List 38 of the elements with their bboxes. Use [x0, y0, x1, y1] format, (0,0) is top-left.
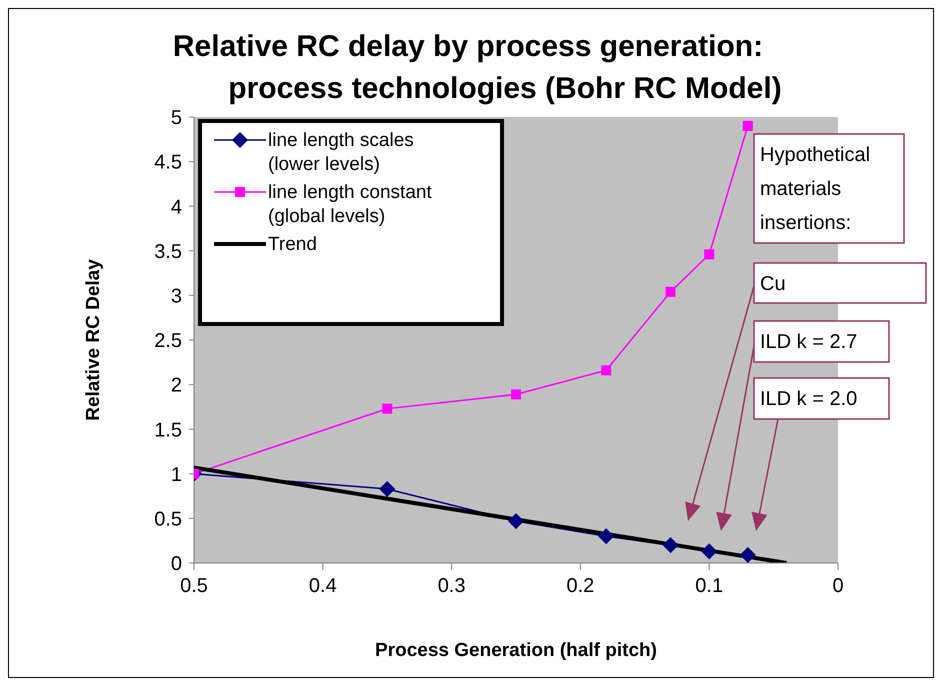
annotation: ILD k = 2.7 — [760, 331, 858, 353]
x-tick-label: 0.1 — [695, 575, 724, 598]
legend-label: line length constant (global levels) — [268, 181, 432, 229]
point — [662, 537, 679, 554]
y-tick-label: 4 — [170, 196, 182, 218]
point — [598, 528, 614, 544]
annotation: Cu — [760, 273, 786, 295]
y-tick-label: 1 — [170, 464, 182, 486]
point — [508, 513, 524, 530]
point — [511, 389, 521, 400]
y-tick-label: 5 — [170, 107, 182, 130]
annotation: Hypothetical materials insertions: — [760, 144, 870, 234]
y-tick-label: 2 — [170, 374, 182, 397]
point — [601, 365, 612, 376]
x-tick-label: 0.4 — [308, 575, 337, 598]
legend-label: line length scales (lower levels) — [268, 129, 414, 177]
y-axis-title: Relative RC Delay — [83, 258, 104, 421]
annotation: ILD k = 2.0 — [760, 388, 858, 410]
y-tick-label: 0 — [170, 553, 182, 576]
point — [742, 120, 753, 131]
point — [379, 480, 396, 497]
y-tick-label: 4.5 — [154, 152, 182, 174]
point — [382, 404, 392, 414]
y-tick-label: 3.5 — [154, 240, 182, 263]
y-tick-label: 0.5 — [154, 508, 182, 530]
x-axis-title: Process Generation (half pitch) — [375, 640, 657, 661]
point — [740, 546, 756, 563]
y-tick-label: 1.5 — [154, 419, 182, 442]
chart-title: Relative RC delay by process generation: process technologies (Bohr RC Model) — [172, 30, 782, 105]
point — [666, 286, 676, 297]
x-tick-label: 0.3 — [438, 575, 466, 598]
point — [701, 543, 718, 560]
point — [704, 249, 714, 260]
y-tick-label: 3 — [170, 286, 182, 308]
y-tick-label: 2.5 — [154, 330, 182, 352]
legend-label: Trend — [268, 233, 317, 257]
x-tick-label: 0 — [832, 575, 844, 598]
x-tick-label: 0.2 — [566, 575, 594, 598]
